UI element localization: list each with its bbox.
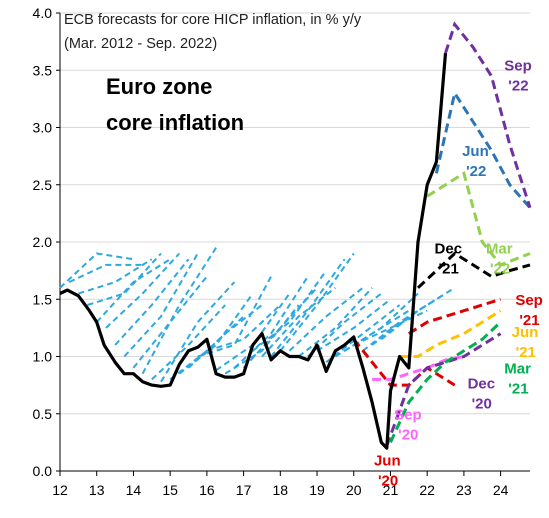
series-label-jun21-top: Jun [512,324,539,341]
forecast-line-jun21 [399,309,502,358]
forecast-line-jun22 [434,89,532,209]
actual-series [59,52,448,450]
past-forecast-line [114,258,190,346]
series-label-dec21-bottom: '21 [439,260,459,277]
x-tick-label: 17 [236,482,252,498]
x-tick-label: 16 [199,482,215,498]
y-tick-label: 0.0 [33,463,53,479]
x-tick-label: 23 [456,482,472,498]
x-tick-label: 24 [493,482,509,498]
series-label-sep22-bottom: '22 [508,77,528,94]
series-label-mar21-top: Mar [504,361,531,378]
forecast-line-dec21 [416,251,531,289]
past-forecast-line [307,292,382,358]
past-forecast-line [95,258,171,323]
series-label-sep22-top: Sep [504,57,532,74]
series-label-jun21-bottom: '21 [516,344,536,361]
y-tick-label: 3.0 [33,120,53,136]
forecast-line-sep21 [408,297,502,335]
past-forecast-line [151,304,226,381]
series-label-mar21-bottom: '21 [508,381,528,398]
past-forecast-line [288,287,364,352]
past-forecast-line [270,258,346,358]
forecast-line-mar21 [389,321,502,444]
series-label-jun22-bottom: '22 [466,163,486,180]
x-tick-label: 14 [126,482,142,498]
past-forecast-line [141,247,217,375]
past-forecast-line [78,258,153,295]
x-tick-label: 19 [309,482,325,498]
past-forecast-line [206,304,281,352]
x-tick-label: 20 [346,482,362,498]
past-forecast-line [68,263,143,284]
x-tick-label: 12 [52,482,68,498]
gridlines [60,12,530,415]
forecast-line-dec20 [385,332,502,447]
series-label-sep21-bottom: '21 [519,312,539,329]
series-label-mar22-bottom: '22 [490,260,510,277]
y-tick-label: 3.5 [33,62,53,78]
series-label-dec21-top: Dec [435,240,463,257]
x-tick-label: 21 [383,482,399,498]
tick-labels: 0.0 0.5 1.0 1.5 2.0 2.5 3.0 3.5 4.0 12 13 14 15 16 17 1… [33,5,509,498]
labeled-forecast-series [352,21,532,447]
x-tick-label: 13 [89,482,105,498]
past-forecast-line [316,298,392,352]
series-label-mar22-top: Mar [486,240,513,257]
series-label-jun20-bottom: '20 [378,472,398,489]
y-tick-label: 0.5 [33,406,53,422]
past-forecast-line [123,252,199,358]
chart-title-line1: ECB forecasts for core HICP inflation, i… [64,12,362,28]
chart-heading-line2: core inflation [106,110,244,135]
past-forecast-line [87,252,162,306]
past-forecast-series [59,247,456,383]
y-tick-label: 1.5 [33,291,53,307]
series-label-sep20-top: Sep [394,406,422,423]
past-forecast-line [325,304,401,363]
forecast-line-sep22 [444,21,532,209]
y-tick-label: 1.0 [33,349,53,365]
past-forecast-line [169,315,245,381]
series-label-dec20-bottom: '20 [472,396,492,413]
past-forecast-line [160,281,236,383]
past-forecast-line [105,252,181,329]
y-tick-label: 2.5 [33,177,53,193]
actual-core-inflation-line [59,52,448,450]
series-label-dec20-top: Dec [468,376,496,393]
past-forecast-line [261,287,337,358]
series-label-sep20-bottom: '20 [398,426,418,443]
past-forecast-line [298,287,373,358]
series-label-sep21-top: Sep [515,292,543,309]
series-label-jun22-top: Jun [462,143,489,160]
past-forecast-line [353,309,428,346]
series-labels: Jun'20Sep'20Dec'20Mar'21Jun'21Sep'21Dec'… [374,57,543,489]
past-forecast-line [380,286,456,341]
past-forecast-line [279,252,355,352]
series-label-jun20-top: Jun [374,452,401,469]
x-tick-label: 18 [273,482,289,498]
past-forecast-line [233,275,309,369]
y-tick-label: 4.0 [33,5,53,21]
forecast-line-sep20 [372,355,465,381]
forecast-line-mar22 [426,170,531,267]
past-forecast-line [178,292,254,375]
past-forecast-line [59,252,134,289]
chart-heading-line1: Euro zone [106,74,212,99]
y-tick-label: 2.0 [33,234,53,250]
x-tick-label: 15 [162,482,178,498]
chart-title-line2: (Mar. 2012 - Sep. 2022) [64,36,217,52]
x-tick-label: 22 [419,482,435,498]
